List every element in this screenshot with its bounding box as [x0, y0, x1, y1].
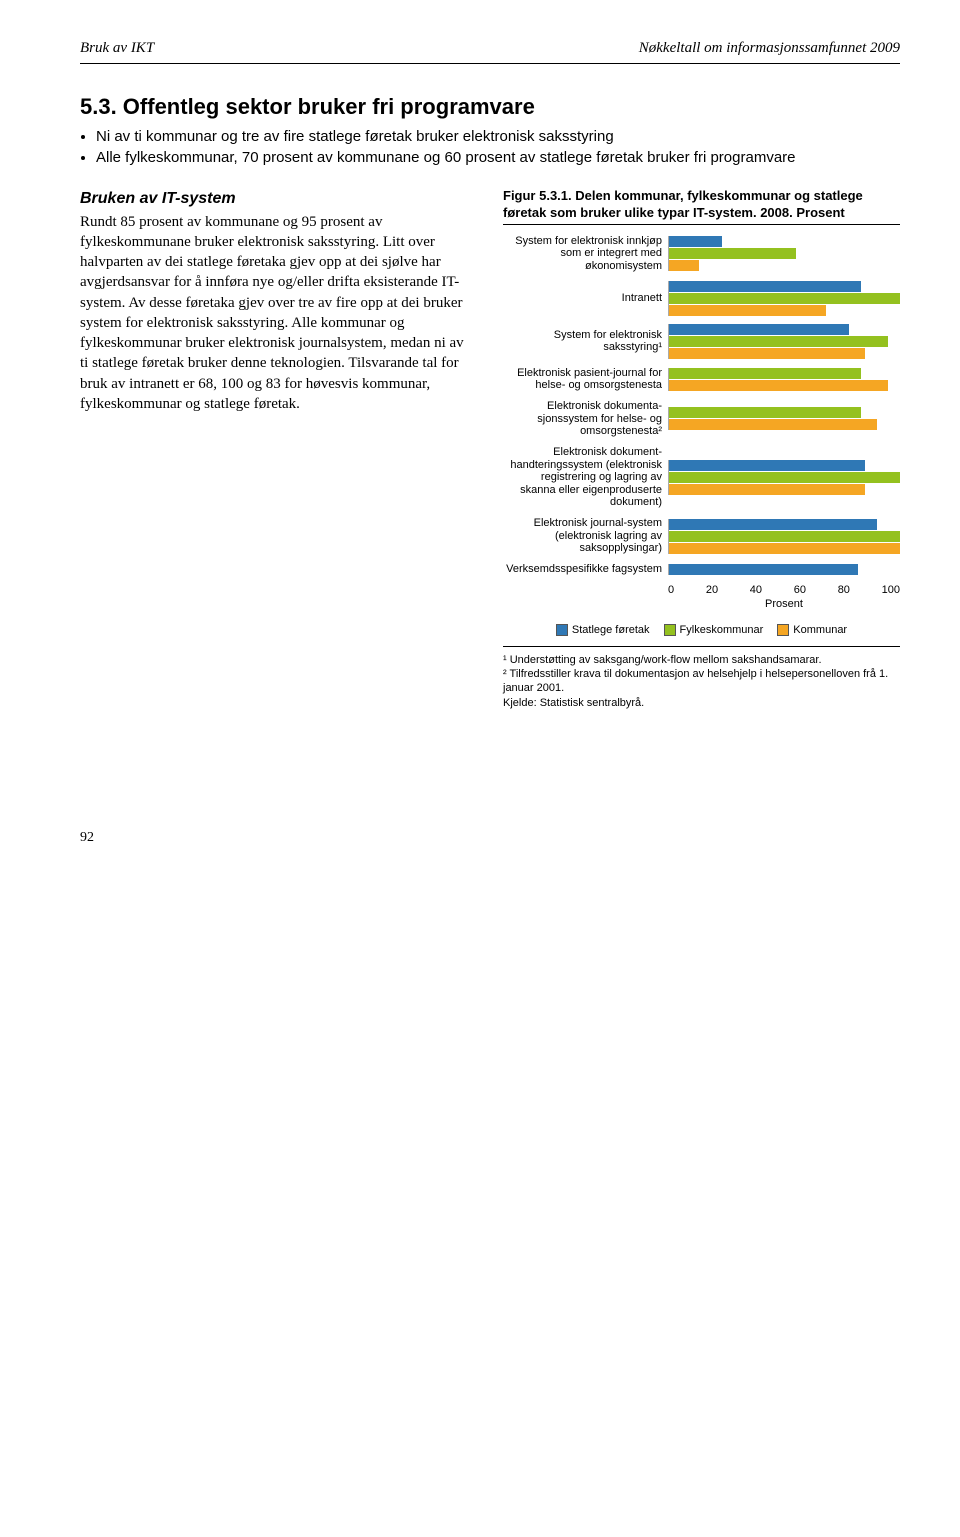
figure-footnotes: ¹ Understøtting av saksgang/work-flow me… [503, 646, 900, 710]
body-column: Bruken av IT-system Rundt 85 prosent av … [80, 188, 475, 710]
axis-tick: 40 [750, 584, 762, 596]
category-label: Elektronisk dokument-handteringssystem (… [503, 446, 668, 509]
axis-ticks-row: 0 20 40 60 80 100 [503, 584, 900, 596]
figure-title: Figur 5.3.1. Delen kommunar, fylkeskommu… [503, 188, 900, 222]
bar-fylkeskommunar [669, 336, 888, 347]
legend-label: Kommunar [793, 624, 847, 636]
bullet-item: Ni av ti kommunar og tre av fire statleg… [96, 128, 900, 145]
bar-kommunar [669, 484, 865, 495]
section-bullets: Ni av ti kommunar og tre av fire statleg… [80, 128, 900, 166]
category-label: Elektronisk dokumenta-sjonssystem for he… [503, 400, 668, 438]
legend-swatch [664, 624, 676, 636]
category-label: Intranett [503, 292, 668, 305]
bar-fylkeskommunar [669, 368, 861, 379]
axis-label: Prosent [668, 598, 900, 610]
page-number: 92 [80, 830, 900, 846]
bar-fylkeskommunar [669, 293, 900, 304]
bar-group [668, 236, 900, 271]
header-rule [80, 63, 900, 64]
category-label: Elektronisk journal-system (elektronisk … [503, 517, 668, 555]
legend-label: Statlege føretak [572, 624, 650, 636]
bar-group [668, 281, 900, 316]
legend-swatch [777, 624, 789, 636]
figure-rule [503, 224, 900, 225]
axis-tick: 60 [794, 584, 806, 596]
section-heading: 5.3. Offentleg sektor bruker fri program… [80, 94, 900, 120]
header-left: Bruk av IKT [80, 40, 154, 57]
bullet-item: Alle fylkeskommunar, 70 prosent av kommu… [96, 149, 900, 166]
bar-group [668, 519, 900, 554]
bar-statlege [669, 281, 861, 292]
axis-tick: 80 [838, 584, 850, 596]
axis-tick: 20 [706, 584, 718, 596]
bar-statlege [669, 236, 722, 247]
bar-statlege [669, 324, 849, 335]
body-subhead: Bruken av IT-system [80, 188, 475, 210]
axis-tick: 100 [882, 584, 900, 596]
legend-swatch [556, 624, 568, 636]
bar-group [668, 460, 900, 495]
bar-group [668, 564, 900, 575]
bar-fylkeskommunar [669, 248, 796, 259]
bar-statlege [669, 519, 877, 530]
bar-kommunar [669, 260, 699, 271]
chart-category: System for elektronisk saksstyring¹ [503, 324, 900, 359]
bar-kommunar [669, 543, 900, 554]
chart-category: Verksemdsspesifikke fagsystem [503, 563, 900, 576]
legend-item: Kommunar [777, 624, 847, 636]
header-right: Nøkkeltall om informasjonssamfunnet 2009 [639, 40, 900, 57]
footnote-line: Kjelde: Statistisk sentralbyrå. [503, 696, 900, 710]
legend: Statlege føretak Fylkeskommunar Kommunar [503, 624, 900, 636]
bar-kommunar [669, 380, 888, 391]
category-label: Elektronisk pasient-journal for helse- o… [503, 367, 668, 392]
bar-group [668, 368, 900, 391]
chart-category: Elektronisk pasient-journal for helse- o… [503, 367, 900, 392]
legend-label: Fylkeskommunar [680, 624, 764, 636]
bar-fylkeskommunar [669, 472, 900, 483]
chart-category: System for elektronisk innkjøp som er in… [503, 235, 900, 273]
figure-column: Figur 5.3.1. Delen kommunar, fylkeskommu… [503, 188, 900, 710]
bar-fylkeskommunar [669, 407, 861, 418]
category-label: System for elektronisk innkjøp som er in… [503, 235, 668, 273]
bar-kommunar [669, 305, 826, 316]
category-label: System for elektronisk saksstyring¹ [503, 329, 668, 354]
bar-statlege [669, 564, 858, 575]
axis-tick: 0 [668, 584, 674, 596]
chart-category: Intranett [503, 281, 900, 316]
chart-category: Elektronisk dokumenta-sjonssystem for he… [503, 400, 900, 438]
body-paragraph: Rundt 85 prosent av kommunane og 95 pros… [80, 212, 475, 415]
bar-fylkeskommunar [669, 531, 900, 542]
footnote-line: ² Tilfredsstiller krava til dokumentasjo… [503, 667, 900, 696]
bar-group [668, 324, 900, 359]
chart-category: Elektronisk journal-system (elektronisk … [503, 517, 900, 555]
legend-item: Statlege føretak [556, 624, 650, 636]
footnote-line: ¹ Understøtting av saksgang/work-flow me… [503, 653, 900, 667]
chart-category: Elektronisk dokument-handteringssystem (… [503, 446, 900, 509]
chart: System for elektronisk innkjøp som er in… [503, 235, 900, 576]
bar-statlege [669, 460, 865, 471]
category-label: Verksemdsspesifikke fagsystem [503, 563, 668, 576]
legend-item: Fylkeskommunar [664, 624, 764, 636]
bar-kommunar [669, 348, 865, 359]
bar-group [668, 407, 900, 430]
bar-kommunar [669, 419, 877, 430]
